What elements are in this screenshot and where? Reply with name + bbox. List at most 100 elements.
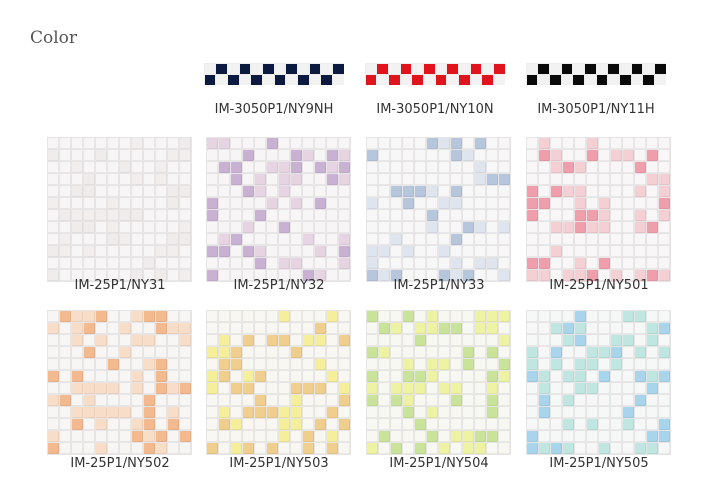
border-swatch[interactable] (204, 63, 344, 85)
tile (539, 222, 550, 233)
tile (48, 138, 59, 149)
mosaic-swatch[interactable] (526, 137, 671, 282)
tile (587, 162, 598, 173)
tile (647, 138, 658, 149)
tile (243, 443, 254, 454)
tile (475, 323, 486, 334)
tile (427, 162, 438, 173)
mosaic-swatch[interactable] (206, 310, 351, 455)
tile (168, 431, 179, 442)
mosaic-swatch[interactable] (47, 137, 192, 282)
tile (251, 63, 262, 74)
tile (527, 150, 538, 161)
tile (168, 198, 179, 209)
tile (451, 246, 462, 257)
tile (267, 431, 278, 442)
mosaic-swatch[interactable] (47, 310, 192, 455)
tile (415, 359, 426, 370)
tile (60, 407, 71, 418)
mosaic-swatch[interactable] (206, 137, 351, 282)
tile (327, 210, 338, 221)
tile (72, 234, 83, 245)
tile (427, 138, 438, 149)
tile (493, 63, 505, 74)
tile (297, 63, 309, 74)
tile (391, 383, 402, 394)
mosaic-swatch[interactable] (526, 310, 671, 455)
tile (551, 210, 562, 221)
tile (561, 74, 573, 85)
tile (611, 210, 622, 221)
tile (60, 311, 71, 322)
tile (403, 234, 414, 245)
tile (463, 323, 474, 334)
tile (144, 186, 155, 197)
tile (475, 419, 486, 430)
tile (303, 359, 314, 370)
tile (599, 174, 610, 185)
tile (365, 63, 377, 74)
tile (611, 186, 622, 197)
border-swatch[interactable] (526, 63, 666, 85)
tile (367, 210, 378, 221)
tile (439, 150, 450, 161)
tile (563, 246, 574, 257)
mosaic-swatch[interactable] (366, 137, 511, 282)
tile (132, 431, 143, 442)
tile (599, 443, 610, 454)
tile (96, 431, 107, 442)
tile (108, 270, 119, 281)
tile (327, 234, 338, 245)
tile (587, 383, 598, 394)
tile (231, 323, 242, 334)
tile (587, 311, 598, 322)
tile (72, 419, 83, 430)
tile (315, 383, 326, 394)
tile (439, 186, 450, 197)
tile (327, 162, 338, 173)
border-swatch[interactable] (365, 63, 505, 85)
tile (144, 311, 155, 322)
tile (611, 443, 622, 454)
tile (108, 246, 119, 257)
tile (463, 383, 474, 394)
tile (563, 222, 574, 233)
tile (180, 407, 191, 418)
tile (108, 383, 119, 394)
tile (168, 419, 179, 430)
tile (267, 383, 278, 394)
tile (327, 174, 338, 185)
tile (451, 138, 462, 149)
tile (379, 162, 390, 173)
tile (415, 210, 426, 221)
tile (180, 246, 191, 257)
tile (377, 63, 388, 74)
tile (451, 311, 462, 322)
tile (255, 138, 266, 149)
tile (539, 347, 550, 358)
tile (267, 395, 278, 406)
tile (204, 63, 216, 74)
tile (219, 150, 230, 161)
tile (96, 335, 107, 346)
tile (563, 150, 574, 161)
tile (563, 138, 574, 149)
tile (551, 347, 562, 358)
tile (563, 323, 574, 334)
tile (379, 311, 390, 322)
tile (279, 198, 290, 209)
tile (132, 258, 143, 269)
tile (291, 347, 302, 358)
tile (451, 210, 462, 221)
tile (599, 395, 610, 406)
tile (635, 431, 646, 442)
tile (255, 359, 266, 370)
tile (216, 63, 227, 74)
tile (243, 311, 254, 322)
tile (219, 138, 230, 149)
tile (487, 246, 498, 257)
mosaic-swatch[interactable] (366, 310, 511, 455)
tile (635, 150, 646, 161)
tile (611, 150, 622, 161)
tile (279, 335, 290, 346)
